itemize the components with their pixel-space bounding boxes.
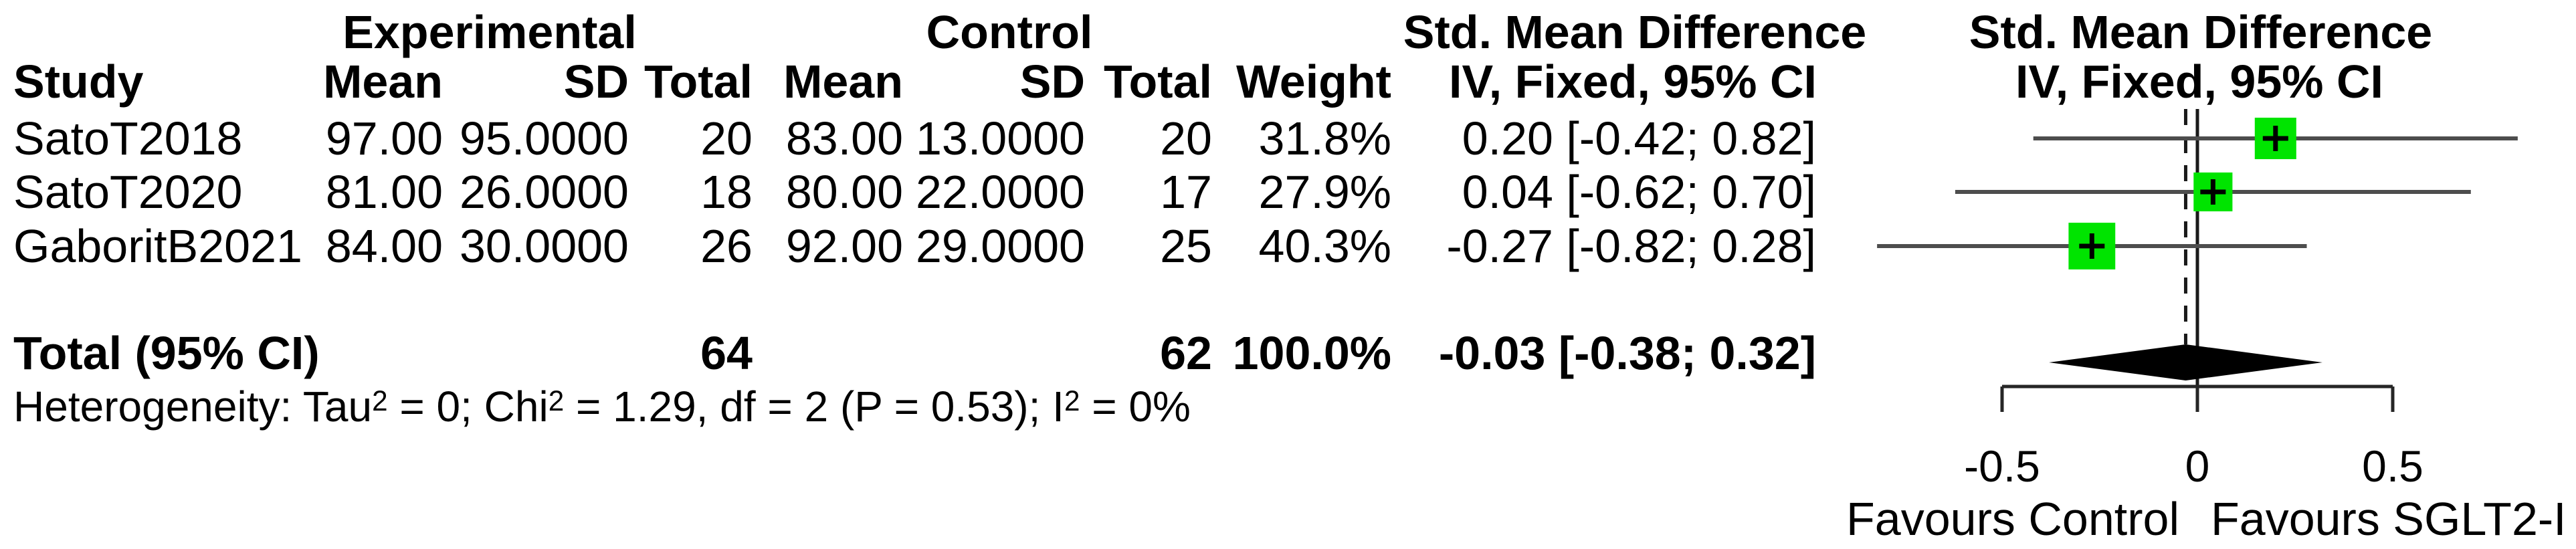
favours-left-label: Favours Control [1846, 493, 2179, 545]
group-header-experimental: Experimental [342, 6, 637, 58]
cell-sd_c: 22.0000 [915, 166, 1085, 218]
heterogeneity-segment: Heterogeneity: Tau [13, 382, 373, 431]
cell-mean_e: 97.00 [325, 112, 443, 164]
cell-weight: 40.3% [1258, 220, 1391, 272]
cell-study: SatoT2020 [13, 166, 243, 218]
cell-mean_c: 92.00 [785, 220, 903, 272]
total-row-n-ctrl: 62 [1160, 327, 1212, 379]
heterogeneity-segment: = 0% [1080, 382, 1191, 431]
cell-weight: 31.8% [1258, 112, 1391, 164]
total-row-n-exp: 64 [700, 327, 753, 379]
col-header-iv-fixed-ci: IV, Fixed, 95% CI [1449, 56, 1817, 108]
cell-total_e: 26 [700, 220, 753, 272]
heterogeneity-segment: = 1.29, df = 2 (P = 0.53); I [564, 382, 1064, 431]
cell-study: SatoT2018 [13, 112, 243, 164]
cell-smd_ci: 0.04 [-0.62; 0.70] [1462, 166, 1816, 218]
axis-tick-label-neg05: -0.5 [1964, 441, 2040, 491]
col-header-study: Study [13, 56, 144, 108]
total-row-weight: 100.0% [1232, 327, 1391, 379]
cell-total_c: 25 [1160, 220, 1212, 272]
cell-sd_e: 95.0000 [459, 112, 629, 164]
cell-smd_ci: 0.20 [-0.42; 0.82] [1462, 112, 1816, 164]
cell-total_e: 20 [700, 112, 753, 164]
cell-smd_ci: -0.27 [-0.82; 0.28] [1446, 220, 1816, 272]
col-header-weight: Weight [1235, 56, 1391, 108]
col-header-total-ctrl: Total [1103, 56, 1212, 108]
cell-total_c: 17 [1160, 166, 1212, 218]
col-header-total-exp: Total [643, 56, 753, 108]
cell-sd_c: 13.0000 [915, 112, 1085, 164]
group-header-smd-values: Std. Mean Difference [1403, 6, 1867, 58]
heterogeneity-text: Heterogeneity: Tau2 = 0; Chi2 = 1.29, df… [13, 380, 1191, 433]
cell-weight: 27.9% [1258, 166, 1391, 218]
cell-sd_c: 29.0000 [915, 220, 1085, 272]
total-row-smd-ci: -0.03 [-0.38; 0.32] [1438, 327, 1816, 379]
cell-sd_e: 30.0000 [459, 220, 629, 272]
cell-mean_e: 81.00 [325, 166, 443, 218]
cell-total_e: 18 [700, 166, 753, 218]
cell-sd_e: 26.0000 [459, 166, 629, 218]
heterogeneity-segment: = 0; Chi [387, 382, 549, 431]
superscript: 2 [372, 385, 388, 417]
favours-right-label: Favours SGLT2-I [2211, 493, 2567, 545]
cell-mean_c: 83.00 [785, 112, 903, 164]
cell-study: GaboritB2021 [13, 220, 302, 272]
superscript: 2 [548, 385, 565, 417]
col-header-sd-ctrl: SD [1019, 56, 1085, 108]
col-header-sd-exp: SD [563, 56, 629, 108]
group-header-smd-plot: Std. Mean Difference [1969, 6, 2433, 58]
total-row-label: Total (95% CI) [13, 327, 320, 379]
superscript: 2 [1064, 385, 1080, 417]
pooled-diamond [2049, 344, 2322, 380]
axis-tick-label-05: 0.5 [2362, 441, 2423, 491]
cell-mean_e: 84.00 [325, 220, 443, 272]
cell-total_c: 20 [1160, 112, 1212, 164]
group-header-control: Control [926, 6, 1093, 58]
col-header-mean-ctrl: Mean [783, 56, 903, 108]
axis-tick-label-0: 0 [2185, 441, 2210, 491]
col-header-iv-fixed-ci-plot: IV, Fixed, 95% CI [2015, 56, 2383, 108]
col-header-mean-exp: Mean [323, 56, 443, 108]
cell-mean_c: 80.00 [785, 166, 903, 218]
